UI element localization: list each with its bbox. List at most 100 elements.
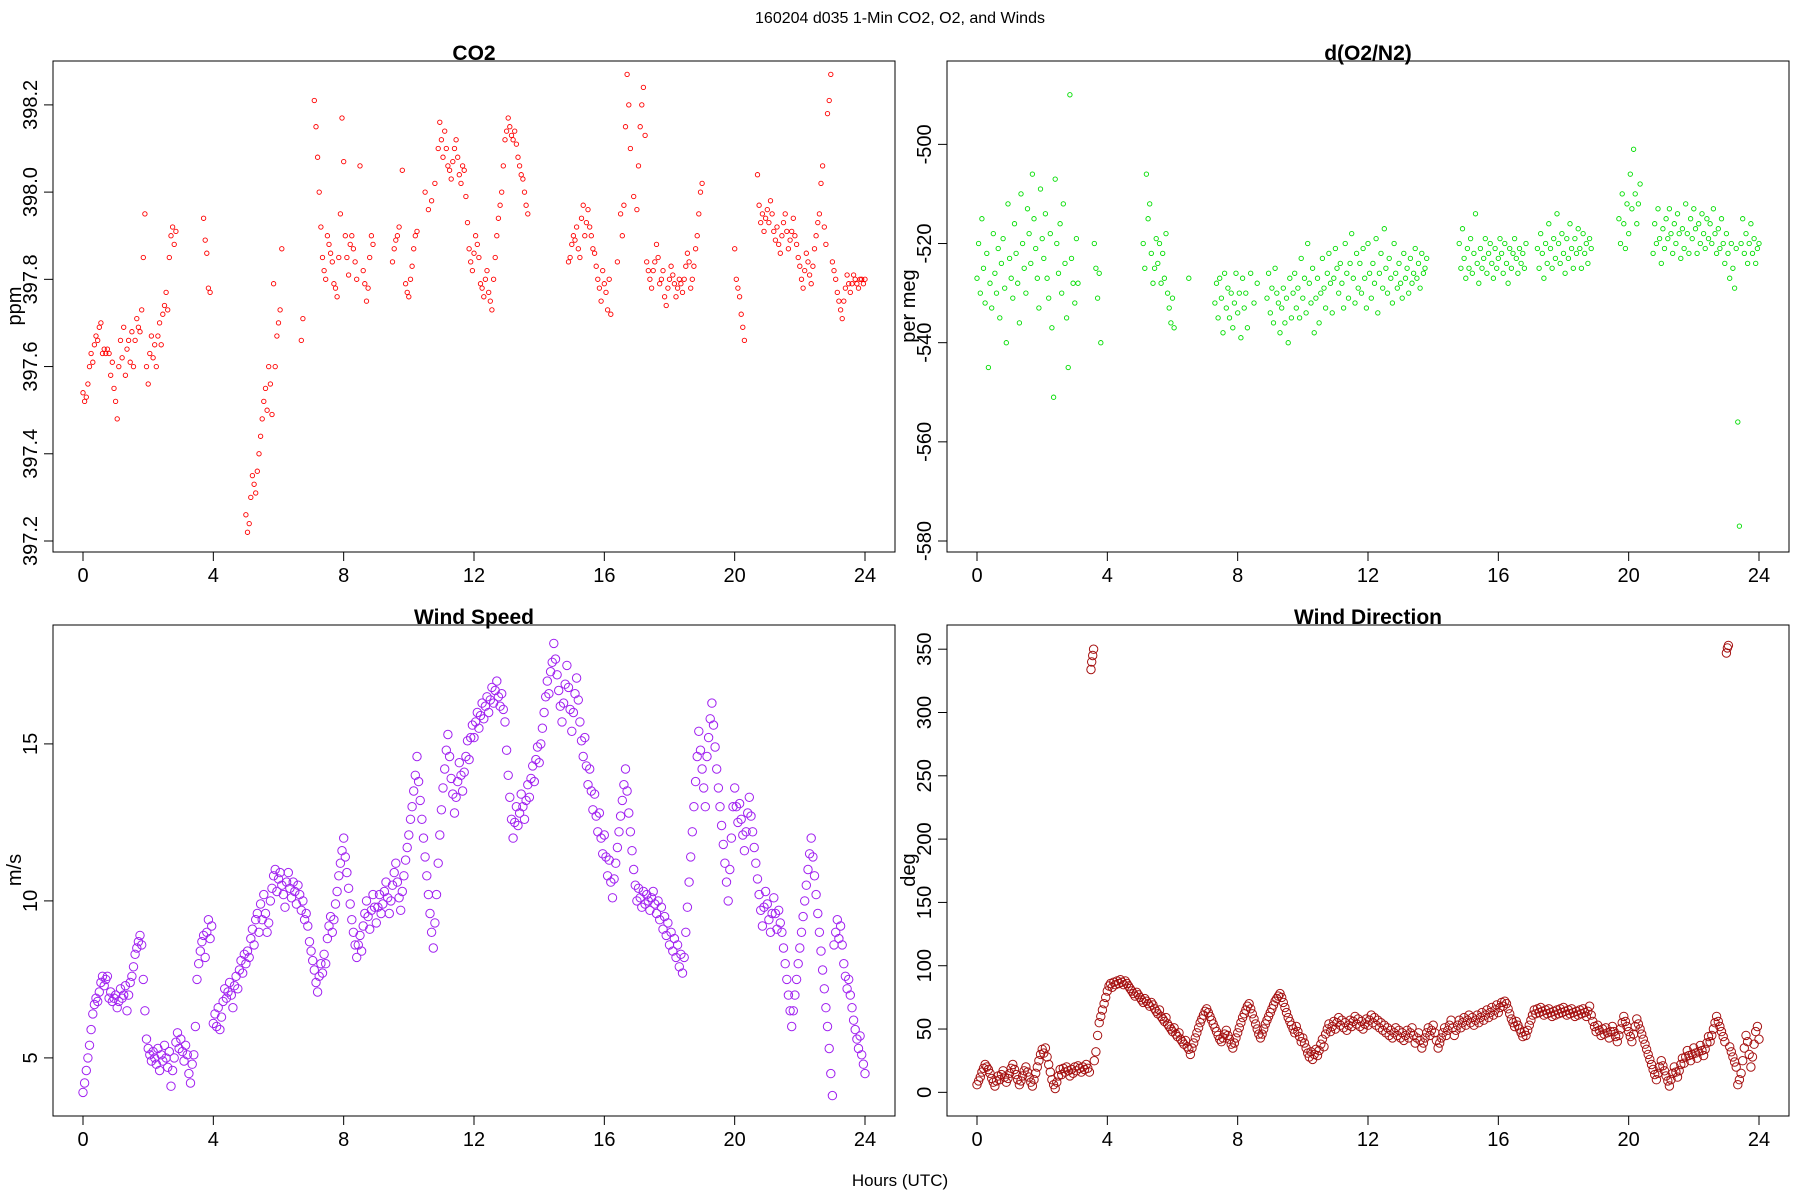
o2n2-point	[1406, 290, 1412, 296]
o2n2-point	[1477, 245, 1484, 252]
o2n2-point	[1414, 275, 1420, 281]
co2-point	[779, 233, 785, 239]
o2n2-point	[1248, 270, 1254, 276]
wind-speed-point	[238, 968, 248, 978]
co2-point	[518, 172, 524, 178]
wind-speed-point	[78, 1087, 88, 1098]
co2-point	[365, 285, 371, 291]
o2n2-point	[1617, 240, 1624, 247]
wind-direction-point	[1469, 1020, 1479, 1030]
o2n2-point	[1389, 300, 1396, 306]
wind-direction-x-tick-label: 4	[1102, 1129, 1113, 1151]
wind-speed-point	[787, 1021, 797, 1032]
co2-point	[339, 115, 345, 121]
wind-speed-point	[106, 987, 116, 997]
wind-speed-point	[431, 889, 442, 900]
o2n2-point	[1650, 250, 1656, 257]
wind-speed-point	[197, 937, 207, 947]
wind-speed-point	[355, 930, 365, 941]
co2-y-tick-label: 398.0	[20, 167, 42, 217]
o2n2-point	[1743, 230, 1749, 237]
wind-speed-point	[327, 927, 337, 937]
wind-speed-point	[443, 729, 453, 740]
o2n2-point	[1336, 290, 1342, 296]
co2-point	[169, 224, 176, 230]
o2n2-point	[1143, 171, 1150, 177]
wind-direction-point	[1089, 1056, 1100, 1066]
o2n2-point	[1507, 245, 1513, 252]
co2-x-tick-label: 24	[854, 565, 876, 587]
wind-speed-point	[397, 886, 407, 897]
wind-speed-point	[373, 902, 383, 912]
co2-point	[684, 250, 691, 256]
wind-speed-point	[365, 924, 375, 934]
co2-point	[648, 285, 655, 291]
wind-direction-point	[1619, 1011, 1629, 1022]
co2-point	[134, 315, 140, 322]
wind-speed-point	[177, 1046, 188, 1057]
co2-point	[670, 272, 676, 278]
co2-point	[841, 298, 847, 304]
o2n2-point	[1725, 250, 1731, 257]
co2-point	[823, 241, 829, 248]
wind-speed-point	[312, 987, 323, 997]
wind-speed-point	[205, 933, 215, 944]
wind-speed-point	[640, 899, 650, 909]
co2-point	[411, 246, 417, 252]
o2n2-point	[1306, 280, 1312, 286]
wind-direction-point	[1627, 1037, 1637, 1047]
o2n2-point	[1458, 265, 1464, 271]
co2-point	[329, 259, 335, 265]
co2-point	[502, 137, 508, 143]
co2-point	[147, 350, 153, 357]
wind-speed-point	[788, 1006, 798, 1016]
wind-speed-point	[352, 952, 362, 963]
o2n2-point	[1147, 201, 1153, 207]
wind-speed-point	[827, 1090, 838, 1101]
co2-y-tick-label: 397.4	[20, 429, 42, 479]
co2-point	[699, 180, 705, 187]
co2-point	[327, 250, 334, 256]
co2-point	[455, 154, 461, 160]
co2-point	[456, 172, 462, 178]
co2-point	[122, 372, 129, 378]
wind-speed-point	[814, 927, 825, 937]
co2-point	[249, 472, 256, 479]
co2-point	[789, 228, 795, 235]
wind-speed-point	[505, 792, 515, 802]
co2-point	[244, 529, 251, 535]
wind-speed-point	[241, 959, 251, 969]
o2n2-point	[1057, 221, 1063, 227]
wind-speed-y-tick-label: 10	[20, 890, 42, 912]
wind-direction-y-tick-label: 0	[914, 1087, 936, 1098]
o2n2-point	[1393, 270, 1399, 276]
o2n2-point	[1028, 260, 1034, 267]
co2-point	[158, 342, 164, 348]
co2-point	[334, 294, 340, 300]
o2n2-point	[1160, 250, 1166, 257]
co2-point	[637, 124, 643, 130]
co2-point	[99, 350, 106, 357]
wind-direction-point	[1749, 1039, 1759, 1049]
co2-point	[617, 211, 624, 217]
wind-speed-point	[195, 946, 206, 956]
wind-speed-point	[272, 886, 282, 897]
wind-speed-point	[179, 1056, 189, 1066]
wind-speed-point	[423, 889, 434, 900]
wind-direction-point	[975, 1072, 985, 1082]
co2-x-tick-label: 16	[593, 565, 615, 587]
wind-speed-point	[220, 984, 230, 994]
wind-direction-point	[1728, 1052, 1738, 1062]
o2n2-point	[1699, 211, 1705, 217]
wind-speed-point	[806, 833, 816, 843]
wind-speed-point	[81, 1065, 92, 1076]
o2n2-point	[1715, 226, 1721, 232]
wind-speed-point	[501, 745, 512, 755]
o2n2-point	[1215, 315, 1221, 321]
wind-speed-point	[710, 742, 720, 752]
co2-point	[428, 198, 435, 204]
wind-speed-point	[176, 1034, 186, 1044]
wind-direction-y-tick-label: 350	[914, 633, 936, 666]
o2n2-point	[1277, 330, 1283, 336]
co2-point	[125, 337, 132, 344]
